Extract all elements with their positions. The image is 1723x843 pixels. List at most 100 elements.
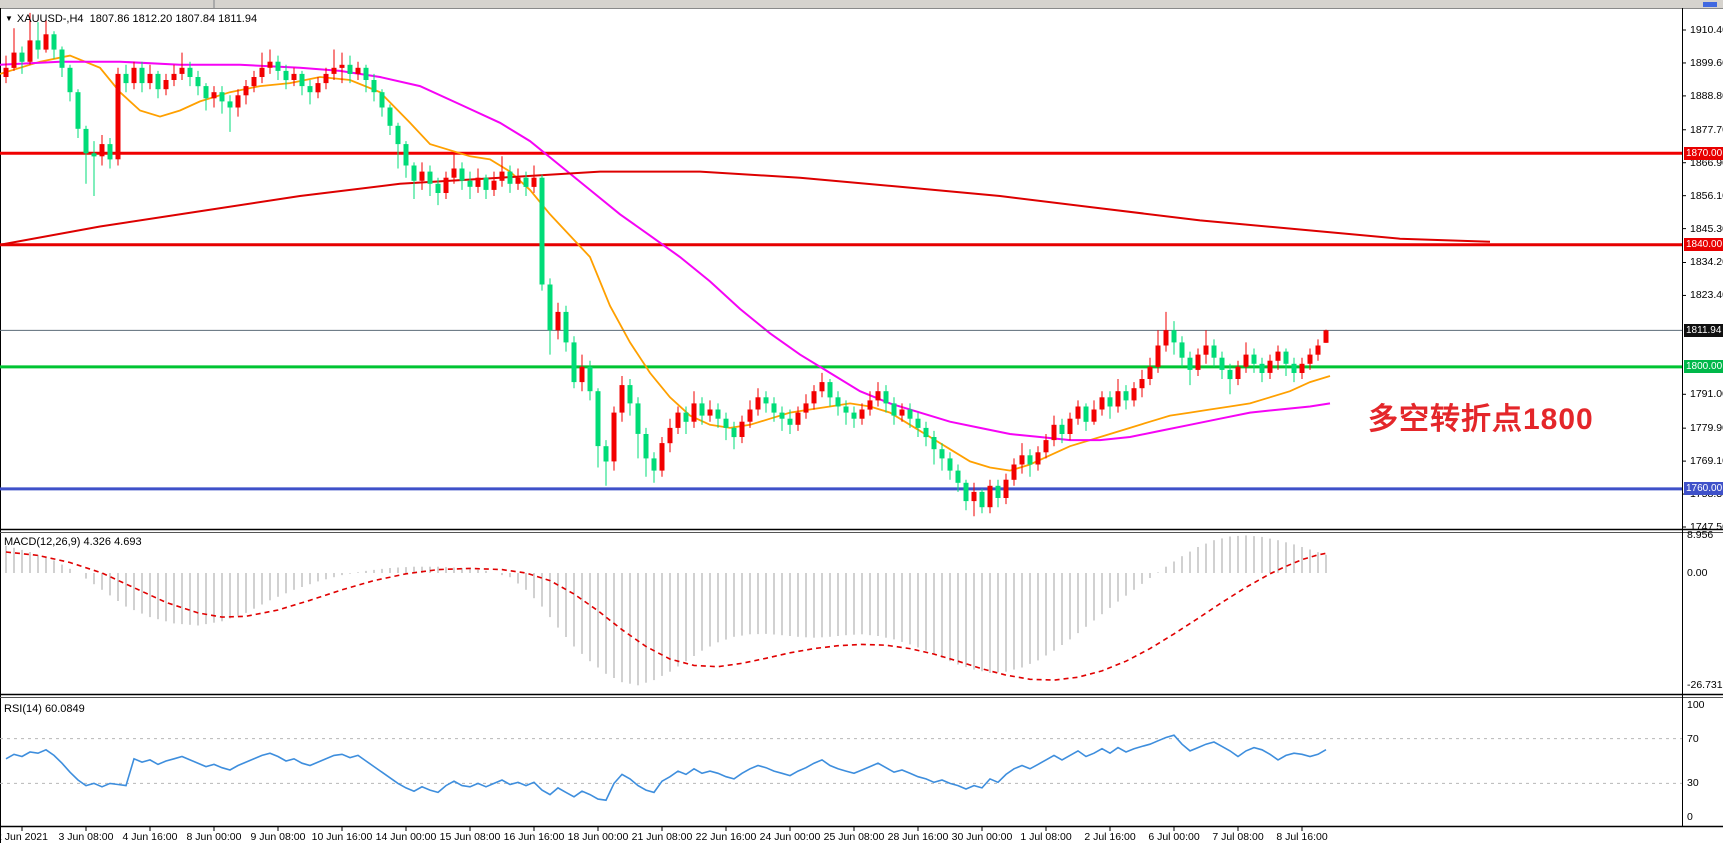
time-label: 1 Jul 08:00	[1020, 831, 1072, 843]
candle-body	[1091, 409, 1097, 422]
candle-body	[331, 67, 337, 74]
candle-body	[595, 391, 601, 447]
candle-body	[379, 92, 385, 108]
candle-body	[1291, 363, 1297, 373]
candle-body	[123, 73, 129, 84]
candle-body	[739, 421, 745, 437]
price-badge-1870.00: 1870.00	[1684, 146, 1723, 160]
candle-body	[1267, 360, 1273, 373]
candle-body	[1307, 354, 1313, 364]
rsi-name: RSI(14)	[4, 703, 42, 715]
candle-body	[491, 180, 497, 190]
candle-body	[1203, 345, 1209, 355]
candle-body	[851, 412, 857, 419]
candle-body	[403, 144, 409, 166]
candle-body	[67, 67, 73, 93]
price-tick-label: 1823.40	[1690, 289, 1723, 302]
symbol-ohlc-header: ▼ XAUUSD-,H4 1807.86 1812.20 1807.84 1811…	[5, 13, 257, 25]
open-value: 1807.86	[89, 13, 130, 25]
candle-body	[1043, 440, 1049, 453]
candle-body	[443, 177, 449, 193]
time-label: 9 Jun 08:00	[250, 831, 306, 843]
candle-body	[1195, 354, 1201, 370]
chart-shift-marker	[1703, 2, 1717, 7]
candle-body	[91, 153, 97, 157]
candle-body	[459, 168, 465, 181]
candle-body	[867, 400, 873, 410]
candle-body	[1211, 345, 1217, 358]
candle-body	[75, 92, 81, 129]
rsi-current-value: 60.0849	[44, 703, 85, 715]
time-label: 22 Jun 16:00	[695, 831, 757, 843]
candle-body	[1235, 366, 1241, 379]
candle-body	[1123, 391, 1129, 401]
candle-body	[115, 73, 121, 160]
candle-body	[731, 427, 737, 438]
candle-body	[387, 107, 393, 126]
candle-body	[1011, 464, 1017, 480]
candle-body	[603, 446, 609, 462]
candle-body	[627, 385, 633, 404]
candle-body	[563, 311, 569, 343]
candle-body	[691, 403, 697, 422]
candle-body	[155, 73, 161, 90]
candle-body	[923, 427, 929, 438]
candle-body	[811, 391, 817, 404]
candle-body	[243, 86, 249, 96]
candle-body	[1003, 479, 1009, 498]
candle-body	[147, 73, 153, 84]
rsi-line	[5, 734, 1327, 802]
rsi-indicator-label: RSI(14) 60.0849	[4, 703, 85, 715]
candle-body	[683, 412, 689, 422]
candle-body	[843, 406, 849, 413]
time-label: 6 Jul 00:00	[1148, 831, 1200, 843]
candle-body	[11, 52, 17, 68]
rsi-axis-label: 0	[1687, 811, 1693, 823]
time-label: 2 Jul 16:00	[1084, 831, 1136, 843]
price-tick-label: 1791.00	[1690, 388, 1723, 401]
time-label: 14 Jun 00:00	[375, 831, 437, 843]
window-top-strip	[0, 0, 1723, 9]
candle-body	[803, 403, 809, 413]
candle-body	[315, 83, 321, 93]
time-label: 16 Jun 16:00	[503, 831, 565, 843]
candle-body	[819, 382, 825, 392]
time-label: 7 Jul 08:00	[1212, 831, 1264, 843]
candle-body	[203, 86, 209, 99]
macd-axis-label: -26.731	[1687, 679, 1723, 692]
candle-body	[947, 458, 953, 471]
candle-body	[723, 418, 729, 428]
candle-body	[619, 385, 625, 413]
candle-body	[451, 168, 457, 178]
candle-body	[195, 77, 201, 87]
candle-body	[795, 412, 801, 425]
rsi-axis-label: 100	[1687, 699, 1705, 711]
candle-body	[1227, 369, 1233, 380]
candle-body	[899, 409, 905, 416]
candle-body	[1019, 455, 1025, 465]
price-tick-label: 1769.10	[1690, 455, 1723, 468]
candle-body	[771, 403, 777, 413]
candle-body	[139, 67, 145, 84]
time-label: 8 Jul 16:00	[1276, 831, 1328, 843]
candle-body	[675, 412, 681, 428]
candle-body	[611, 412, 617, 462]
candle-body	[651, 458, 657, 471]
candle-body	[219, 92, 225, 102]
candle-body	[1059, 424, 1065, 434]
candle-body	[1187, 357, 1193, 370]
analysis-annotation[interactable]: 多空转折点1800	[1368, 403, 1594, 436]
candle-body	[1051, 424, 1057, 441]
price-tick-label: 1856.10	[1690, 189, 1723, 202]
candle-body	[1147, 366, 1153, 379]
symbol-dropdown-icon[interactable]: ▼	[5, 14, 13, 23]
candle-body	[1171, 330, 1177, 343]
candle-body	[579, 366, 585, 383]
candle-body	[587, 366, 593, 392]
candle-body	[571, 342, 577, 383]
price-badge-1811.94: 1811.94	[1684, 323, 1723, 337]
time-label: 8 Jun 00:00	[186, 831, 242, 843]
time-label: 4 Jun 16:00	[122, 831, 178, 843]
slow-ma-line	[0, 170, 1491, 246]
